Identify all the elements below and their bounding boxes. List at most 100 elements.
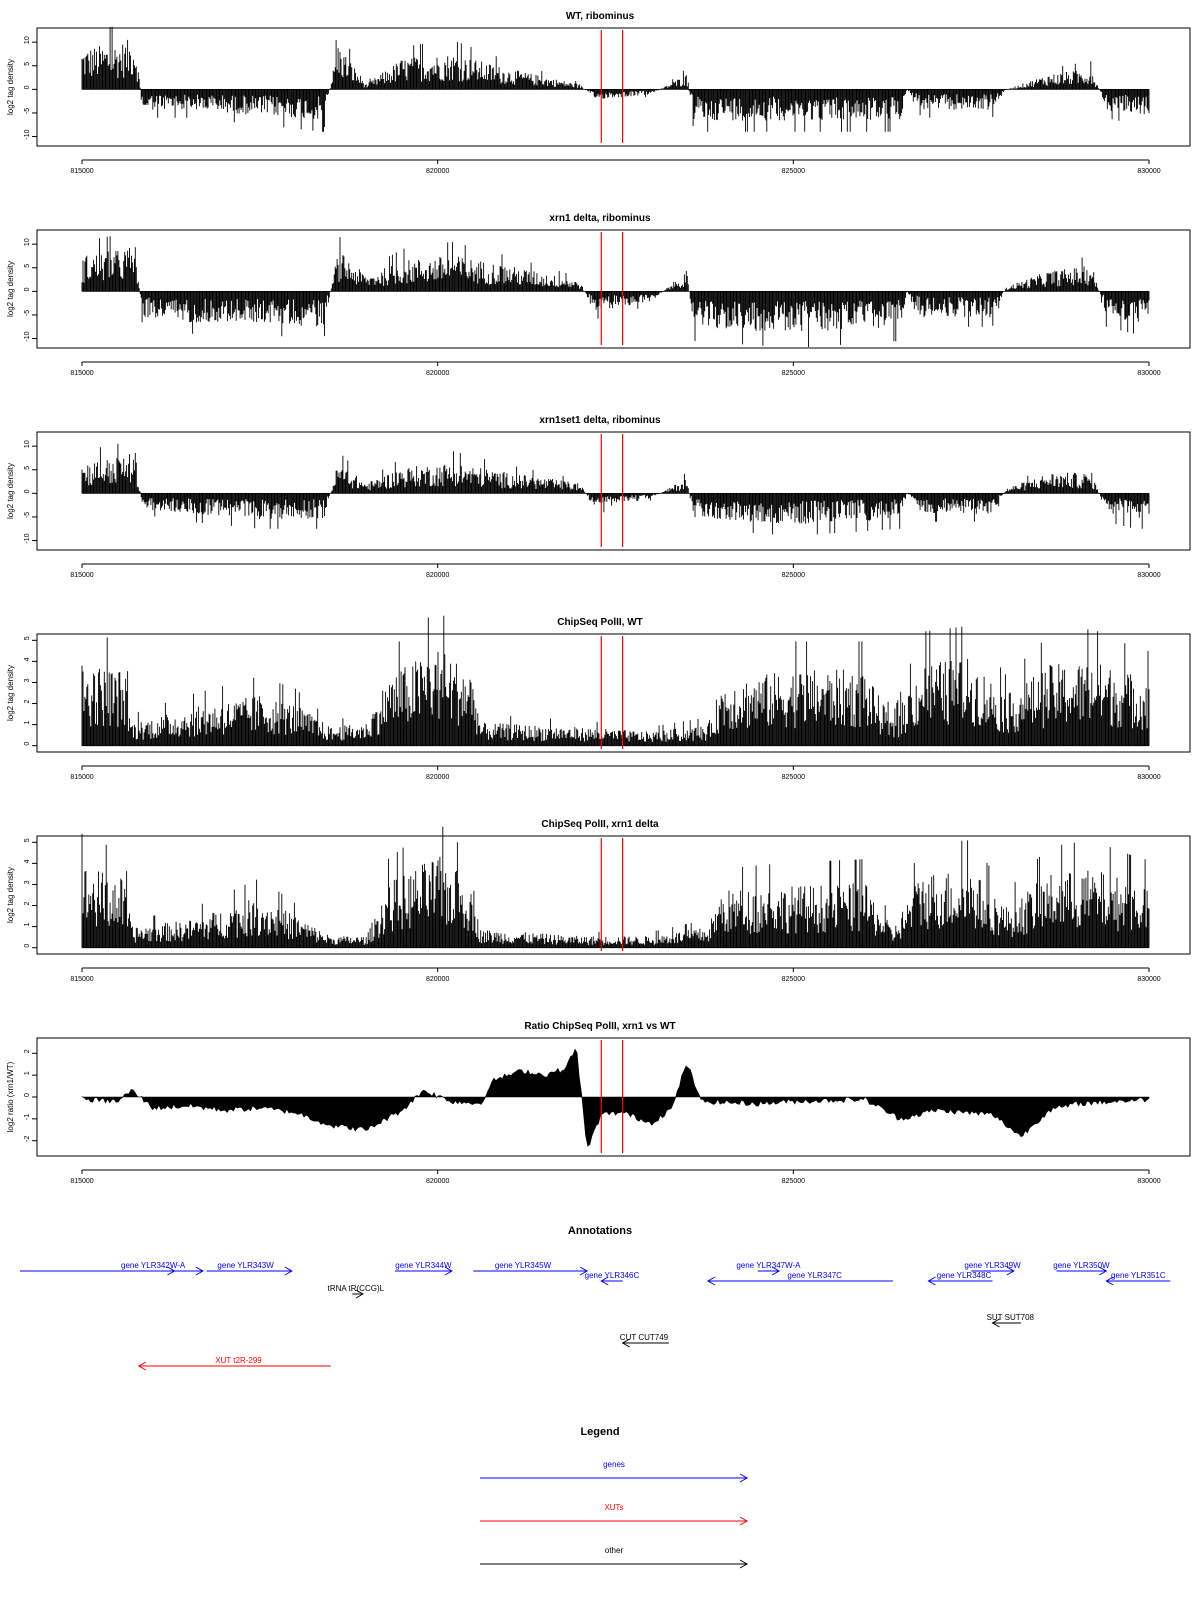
chart-6-ratio-area: [81, 1048, 1150, 1147]
feature-label: gene YLR343W: [217, 1261, 274, 1270]
feature-gene-ylr351c: gene YLR351C: [1105, 1271, 1171, 1286]
chart-6-xtick-label: 825000: [782, 1178, 805, 1185]
chart-3-ytick-label: -10: [24, 533, 31, 543]
feature-gene-ylr349w: gene YLR349W: [964, 1261, 1021, 1276]
feature-gene-ylr342w-a: gene YLR342W-A: [20, 1261, 186, 1276]
chart-3-ytick-label: 0: [24, 489, 31, 493]
chart-6-signal: [81, 1048, 1150, 1147]
chart-3-ytick-label: -5: [24, 512, 31, 518]
chart-6-ytick-label: 1: [24, 1071, 31, 1075]
chart-1-ytick-label: 5: [24, 62, 31, 66]
chart-6-ylabel: log2 ratio (xrn1/WT): [6, 1061, 15, 1132]
chart-1-signal-bars: [81, 26, 1150, 132]
legend-arrowhead: [739, 1559, 749, 1569]
feature-label: CUT CUT749: [620, 1333, 669, 1342]
chart-3-ytick-label: 5: [24, 466, 31, 470]
legend-item-other: other: [480, 1546, 749, 1569]
chart-4-xtick-label: 825000: [782, 774, 805, 781]
chart-1-panel: WT, ribominus 10 5 0 -5 -10 log2 tag density 81…: [6, 11, 1191, 175]
chart-5-xtick-label: 820000: [426, 976, 449, 983]
chart-4-xtick-label: 815000: [70, 774, 93, 781]
chart-2-ytick-label: 5: [24, 264, 31, 268]
feature-arrow-arrowhead: [706, 1276, 716, 1286]
feature-arrow-arrowhead: [1006, 1266, 1015, 1276]
chart-6-xtick-label: 815000: [70, 1178, 93, 1185]
chart-3-ytick-label: 10: [24, 440, 31, 448]
chart-6-xtick-label: 830000: [1137, 1178, 1160, 1185]
chart-2-xtick-label: 830000: [1137, 370, 1160, 377]
feature-gene-ylr344w: gene YLR344W: [394, 1261, 453, 1276]
chart-3-plot-frame: [36, 431, 1191, 551]
feature-arrow-arrowhead: [444, 1266, 453, 1276]
chart-5-ylabel: log2 tag density: [6, 867, 15, 923]
chart-5-ytick-label: 3: [24, 880, 31, 884]
feature-label: gene YLR346C: [585, 1271, 640, 1280]
chart-5-plot-frame: [36, 835, 1191, 955]
feature-label: gene YLR351C: [1111, 1271, 1166, 1280]
chart-5-xtick-label: 825000: [782, 976, 805, 983]
chart-1-title: WT, ribominus: [566, 11, 635, 22]
legend-label: genes: [603, 1460, 625, 1469]
chart-4-ytick-label: 4: [24, 657, 31, 661]
feature-label: gene YLR344W: [395, 1261, 452, 1270]
feature-arrow-arrowhead: [991, 1318, 1000, 1328]
feature-gene-ylr347w-a: gene YLR347W-A: [736, 1261, 801, 1276]
chart-1-ytick-label: -5: [24, 108, 31, 114]
feature-label: gene YLR347C: [787, 1271, 842, 1280]
feature-label: gene YLR348C: [937, 1271, 992, 1280]
legend-title: Legend: [580, 1426, 619, 1438]
legend-arrowhead: [739, 1473, 749, 1483]
chart-1-signal: [81, 26, 1150, 132]
chart-2-plot-frame: [36, 229, 1191, 349]
chart-3-panel: xrn1set1 delta, ribominus 10 5 0 -5 -10 log2 t…: [6, 415, 1191, 579]
legend-label: XUTs: [604, 1503, 623, 1512]
chart-4-signal: [81, 615, 1150, 747]
feature-arrow-arrowhead: [600, 1276, 609, 1286]
chart-6-title: Ratio ChipSeq PolII, xrn1 vs WT: [524, 1021, 675, 1032]
chart-2-ytick-label: 10: [24, 238, 31, 246]
chart-3-signal-bars: [81, 443, 1150, 535]
legend-label: other: [605, 1546, 624, 1555]
chart-3-xtick-label: 815000: [70, 572, 93, 579]
legend-item-gene: genes: [480, 1460, 749, 1483]
feature-arrow-arrowhead: [1099, 1266, 1108, 1276]
feature-xut-t2r-299: XUT t2R-299: [137, 1356, 331, 1371]
feature-label: gene YLR345W: [495, 1261, 552, 1270]
chart-1-ylabel: log2 tag density: [6, 59, 15, 115]
feature-arrow-arrowhead: [1105, 1276, 1114, 1286]
feature-label: gene YLR350W: [1053, 1261, 1110, 1270]
chart-4-signal-bars: [81, 615, 1150, 746]
feature-segment-1: [174, 1266, 204, 1276]
chart-3-title: xrn1set1 delta, ribominus: [539, 415, 661, 426]
chart-2-xtick-label: 815000: [70, 370, 93, 377]
track-panels: WT, ribominus 10 5 0 -5 -10 log2 tag density 81…: [6, 11, 1191, 1185]
feature-gene-ylr348c: gene YLR348C: [927, 1271, 993, 1286]
chart-4-plot-frame: [36, 633, 1191, 753]
chart-4-ytick-label: 1: [24, 721, 31, 725]
legend-item-xut: XUTs: [480, 1503, 749, 1526]
chart-2-panel: xrn1 delta, ribominus 10 5 0 -5 -10 log2 tag d…: [6, 213, 1191, 377]
legend-items: genes XUTs other: [480, 1460, 749, 1569]
chart-6-ytick-label: -1: [24, 1114, 31, 1120]
chart-4-xtick-label: 820000: [426, 774, 449, 781]
chart-3-xtick-label: 830000: [1137, 572, 1160, 579]
chart-3-ylabel: log2 tag density: [6, 463, 15, 519]
annotations-title: Annotations: [568, 1225, 632, 1237]
chart-4-ytick-label: 2: [24, 699, 31, 703]
chart-2-ytick-label: -10: [24, 331, 31, 341]
chart-2-xtick-label: 825000: [782, 370, 805, 377]
chart-6-xtick-label: 820000: [426, 1178, 449, 1185]
feature-cut-cut749: CUT CUT749: [620, 1333, 669, 1348]
chart-4-panel: ChipSeq PolII, WT 5 4 3 2 1 0 log2 tag density 8…: [6, 615, 1191, 781]
chart-5-ytick-label: 5: [24, 838, 31, 842]
chart-1-ytick-label: 10: [24, 36, 31, 44]
chart-4-ytick-label: 5: [24, 636, 31, 640]
chart-5-panel: ChipSeq PolII, xrn1 delta 5 4 3 2 1 0 log2 tag …: [6, 819, 1191, 983]
feature-arrow-arrowhead: [927, 1276, 936, 1286]
feature-gene-ylr347c: gene YLR347C: [706, 1271, 893, 1286]
feature-arrow-arrowhead: [621, 1338, 630, 1348]
chart-4-title: ChipSeq PolII, WT: [557, 617, 643, 628]
chart-2-ytick-label: -5: [24, 310, 31, 316]
chart-4-ytick-label: 3: [24, 678, 31, 682]
feature-gene-ylr346c: gene YLR346C: [585, 1271, 640, 1286]
